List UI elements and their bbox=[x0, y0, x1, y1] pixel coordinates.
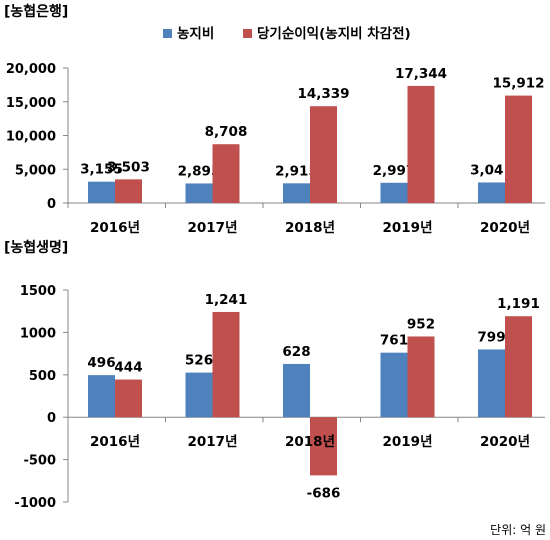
data-label: 628 bbox=[282, 344, 310, 360]
y-tick-label: 0 bbox=[47, 411, 56, 426]
data-label: 14,339 bbox=[297, 86, 349, 102]
bar-net-income bbox=[407, 336, 435, 418]
legend-swatch bbox=[243, 29, 252, 38]
category-label: 2019년 bbox=[383, 434, 433, 450]
y-tick-label: 10,000 bbox=[6, 130, 56, 145]
bar-farm-support bbox=[185, 183, 213, 203]
y-tick-label: 1000 bbox=[20, 326, 56, 341]
bar-net-income bbox=[505, 316, 532, 418]
bar-farm-support bbox=[88, 375, 115, 418]
category-label: 2020년 bbox=[480, 220, 530, 236]
category-label: 2018년 bbox=[285, 220, 335, 236]
bar-farm-support bbox=[478, 349, 505, 418]
bar-net-income bbox=[115, 179, 142, 203]
category-label: 2016년 bbox=[90, 434, 140, 450]
data-label: 3,503 bbox=[107, 159, 150, 175]
category-label: 2020년 bbox=[480, 434, 530, 450]
unit-note: 단위: 억 원 bbox=[490, 523, 546, 537]
bar-farm-support bbox=[283, 363, 310, 418]
bar-farm-support bbox=[478, 182, 505, 203]
bar-farm-support bbox=[88, 181, 115, 203]
bar-net-income bbox=[310, 106, 337, 203]
legend-swatch bbox=[163, 29, 172, 38]
y-tick-label: 500 bbox=[29, 369, 56, 384]
category-label: 2019년 bbox=[383, 220, 433, 236]
data-label: 799 bbox=[477, 329, 505, 345]
y-tick-label: 0 bbox=[47, 197, 56, 212]
data-label: 761 bbox=[380, 333, 408, 349]
data-label: 2,915 bbox=[275, 163, 318, 179]
legend-label: 당기순이익(농지비 차감전) bbox=[257, 25, 411, 42]
data-label: 15,912 bbox=[492, 76, 544, 92]
data-label: 3,155 bbox=[80, 162, 123, 178]
category-label: 2016년 bbox=[90, 220, 140, 236]
category-label: 2017년 bbox=[188, 220, 238, 236]
bar-farm-support bbox=[185, 372, 213, 418]
category-label: 2017년 bbox=[188, 434, 238, 450]
y-tick-label: 1500 bbox=[20, 284, 56, 299]
data-label: 526 bbox=[185, 353, 213, 369]
bar-net-income bbox=[505, 95, 532, 203]
bar-net-income bbox=[115, 379, 142, 418]
y-tick-label: 20,000 bbox=[6, 62, 56, 77]
bar-farm-support bbox=[283, 183, 310, 203]
chart-title: [농협생명] bbox=[4, 239, 68, 256]
data-label: 444 bbox=[114, 360, 142, 376]
bar-net-income bbox=[407, 85, 435, 203]
data-label: 1,191 bbox=[497, 296, 540, 312]
data-label: 1,241 bbox=[205, 292, 248, 308]
y-tick-label: 5,000 bbox=[15, 163, 56, 178]
category-label: 2018년 bbox=[285, 434, 335, 450]
bar-net-income bbox=[212, 311, 240, 418]
y-tick-label: -1000 bbox=[14, 496, 56, 511]
data-label: 3,041 bbox=[470, 162, 513, 178]
data-label: 496 bbox=[87, 355, 115, 371]
bar-farm-support bbox=[380, 352, 408, 418]
data-label: 8,708 bbox=[205, 124, 248, 140]
data-label: 952 bbox=[407, 316, 435, 332]
bar-farm-support bbox=[380, 182, 408, 203]
legend-label: 농지비 bbox=[177, 26, 214, 42]
data-label: 2,895 bbox=[178, 163, 221, 179]
bar-net-income bbox=[212, 144, 240, 203]
chart-title: [농협은행] bbox=[4, 4, 68, 20]
y-tick-label: 15,000 bbox=[6, 96, 56, 111]
data-label: -686 bbox=[307, 485, 341, 501]
data-label: 17,344 bbox=[395, 66, 447, 82]
bar-net-income bbox=[310, 417, 337, 476]
data-label: 2,997 bbox=[373, 163, 416, 179]
y-tick-label: -500 bbox=[23, 454, 56, 469]
